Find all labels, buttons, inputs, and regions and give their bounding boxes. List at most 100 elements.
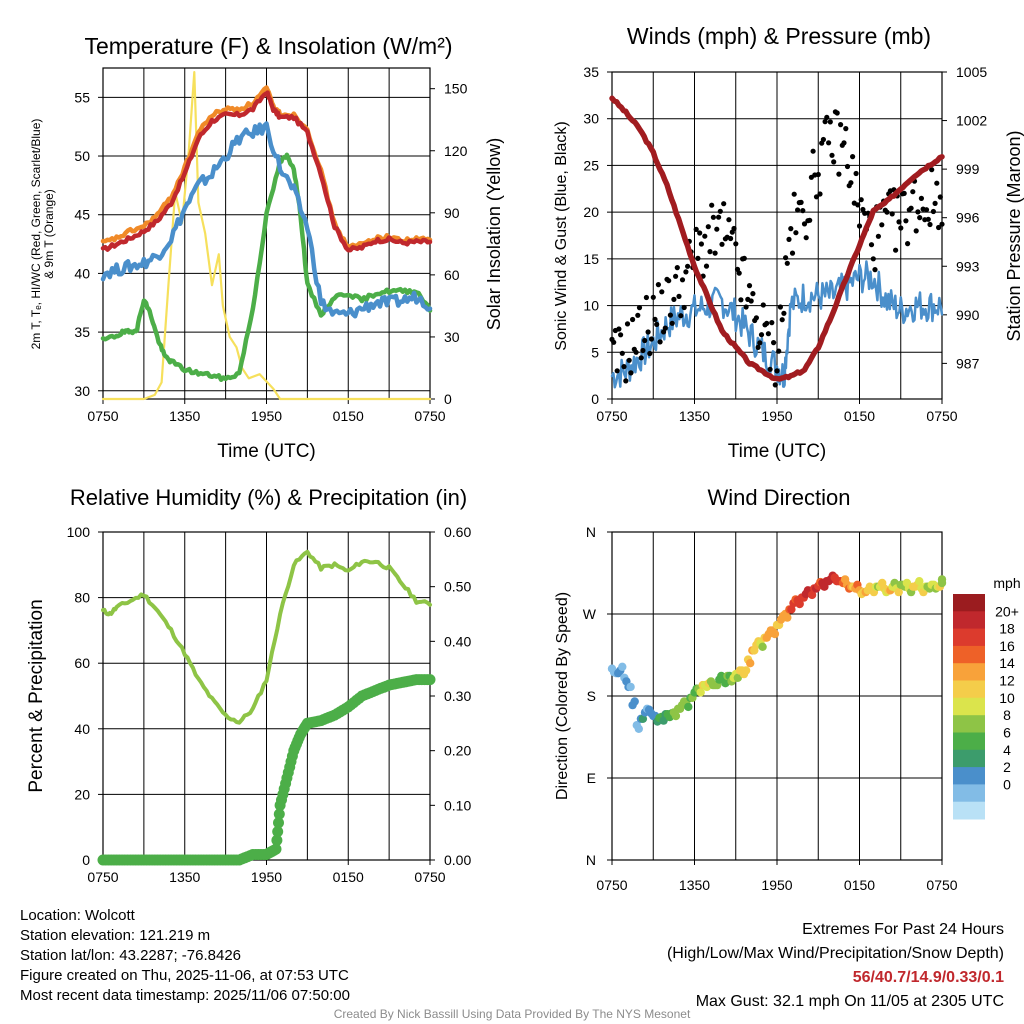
gust-point [844, 163, 851, 170]
gust-point [772, 382, 778, 388]
y-tick-label: 20 [583, 204, 599, 220]
colorbar-swatch [953, 749, 985, 768]
gust-point [855, 202, 861, 208]
x-tick-label: 1350 [679, 877, 710, 893]
gust-point [781, 310, 787, 316]
gust-point [868, 242, 875, 248]
gust-point [932, 200, 938, 206]
extremes-title: Extremes For Past 24 Hours [802, 921, 1004, 938]
gust-point [929, 167, 935, 173]
gust-point [642, 337, 648, 344]
gust-point [702, 233, 708, 239]
gust-point [848, 180, 854, 186]
gust-point [925, 216, 931, 222]
colorbar-unit: mph [993, 575, 1020, 591]
colorbar-swatch [953, 680, 985, 699]
precip-point [272, 826, 284, 838]
y2-tick-label: 0.00 [444, 852, 471, 868]
gust-point [738, 297, 744, 303]
gust-point [621, 364, 627, 370]
gust-point [683, 269, 689, 275]
gust-point [726, 217, 732, 223]
y-tick-label: 25 [583, 157, 599, 173]
gust-point [771, 340, 777, 346]
colorbar-label: 10 [999, 690, 1015, 706]
gust-point [645, 329, 651, 335]
gust-point [685, 263, 691, 269]
gust-point [654, 321, 660, 327]
colorbar-swatch [953, 784, 985, 803]
colorbar-swatch [953, 611, 985, 630]
x-tick-label: 1950 [761, 877, 792, 893]
gust-point [736, 270, 742, 276]
direction-point [783, 613, 792, 622]
gust-point [643, 294, 650, 301]
gust-point [719, 241, 725, 247]
colorbar-label: 4 [1003, 742, 1011, 758]
gust-point [838, 122, 844, 128]
precip-point [270, 843, 282, 855]
colorbar-label: 2 [1003, 759, 1011, 775]
x-tick-label: 1350 [169, 408, 200, 424]
y-tick-label: 35 [583, 64, 599, 80]
series-station-pressure [609, 95, 945, 382]
gust-point [834, 110, 840, 116]
gust-point [633, 349, 639, 355]
x-tick-label: 0750 [596, 408, 627, 424]
gust-point [850, 154, 856, 160]
gust-point [791, 191, 797, 197]
credit-line: Created By Nick Bassill Using Data Provi… [333, 1007, 691, 1021]
colorbar-label: 18 [999, 621, 1015, 637]
gust-point [628, 370, 634, 376]
gust-point [717, 208, 723, 214]
y-axis-label: Direction (Colored By Speed) [554, 592, 571, 800]
extremes-subtitle: (High/Low/Max Wind/Precipitation/Snow De… [666, 945, 1004, 962]
gust-point [671, 296, 677, 302]
gust-point [777, 304, 784, 310]
x-tick-label: 0150 [333, 869, 364, 885]
x-tick-label: 0750 [414, 869, 445, 885]
info-created: Figure created on Thu, 2025-11-06, at 07… [20, 967, 349, 984]
meteogram-figure: 0750 1350 1950 0150 075030354045505503060901… [26, 23, 1024, 893]
gust-point [748, 298, 754, 304]
gust-point [829, 152, 835, 158]
chart-title: Wind Direction [707, 485, 850, 510]
colorbar-label: 6 [1003, 725, 1011, 741]
y2-tick-label: 60 [444, 267, 460, 283]
colorbar-label: 16 [999, 638, 1015, 654]
gust-point [923, 207, 930, 213]
x-tick-label: 1350 [169, 869, 200, 885]
gust-point [896, 219, 902, 225]
y-tick-label: 80 [74, 590, 90, 606]
gust-point [673, 273, 679, 279]
colorbar-label: 14 [999, 655, 1015, 671]
gust-point [813, 194, 820, 200]
gust-point [652, 316, 658, 322]
y2-tick-label: 987 [956, 355, 980, 371]
gust-point [755, 344, 761, 350]
direction-point [671, 711, 681, 721]
info-recent: Most recent data timestamp: 2025/11/06 0… [20, 987, 350, 1004]
gust-point [760, 302, 766, 308]
y2-tick-label: 150 [444, 81, 468, 97]
gust-point [795, 207, 801, 213]
y-tick-label: N [586, 524, 596, 540]
gust-point [619, 350, 625, 356]
gust-point [662, 325, 668, 331]
y2-tick-label: 1005 [956, 64, 987, 80]
gust-point [614, 368, 620, 374]
gust-point [875, 233, 882, 239]
gust-point [930, 208, 937, 215]
gust-point [903, 218, 909, 224]
direction-point [937, 575, 947, 584]
x-tick-label: 0750 [87, 869, 118, 885]
gust-point [822, 119, 828, 125]
precip-point [424, 674, 436, 686]
gust-point [927, 221, 933, 228]
gust-point [879, 222, 885, 228]
gust-point [636, 305, 643, 311]
y-tick-label: 20 [74, 786, 90, 802]
gust-point [743, 304, 749, 310]
gust-point [703, 263, 710, 269]
